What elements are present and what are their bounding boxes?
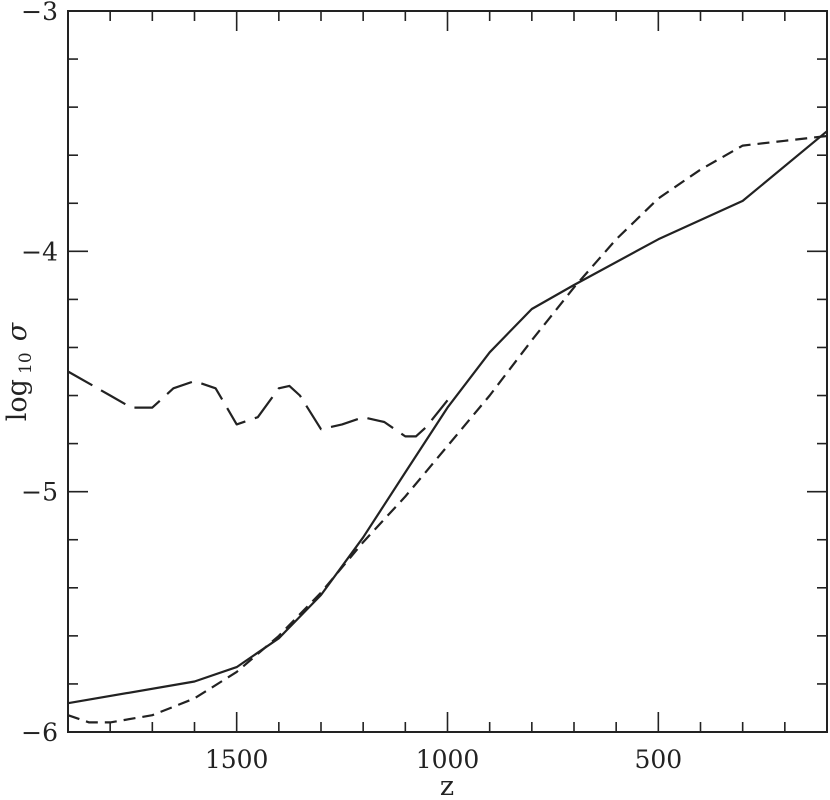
y-tick-label: −6 — [21, 718, 58, 747]
x-axis-label: z — [440, 771, 454, 800]
series-layer — [67, 130, 828, 724]
series-line-long-dashed — [67, 370, 449, 438]
y-axis-label-symbol: σ — [2, 321, 33, 341]
y-axis-label: log 10 σ — [2, 321, 36, 421]
x-tick-label: 1000 — [416, 745, 480, 774]
y-tick-label: −3 — [21, 0, 58, 26]
x-tick-label: 500 — [634, 745, 682, 774]
axis-ticks — [67, 10, 828, 733]
y-tick-label: −4 — [21, 237, 58, 266]
series-line-dashed — [67, 134, 828, 724]
plot-frame — [67, 10, 828, 733]
series-line-solid — [67, 130, 828, 705]
y-axis-label-subscript: 10 — [16, 352, 36, 374]
y-tick-label: −5 — [21, 478, 58, 507]
x-tick-label: 1500 — [205, 745, 269, 774]
y-axis-label-log: log — [2, 379, 33, 421]
tick-labels: 1500 1000 500 −6 −5 −4 −3 — [21, 0, 682, 774]
